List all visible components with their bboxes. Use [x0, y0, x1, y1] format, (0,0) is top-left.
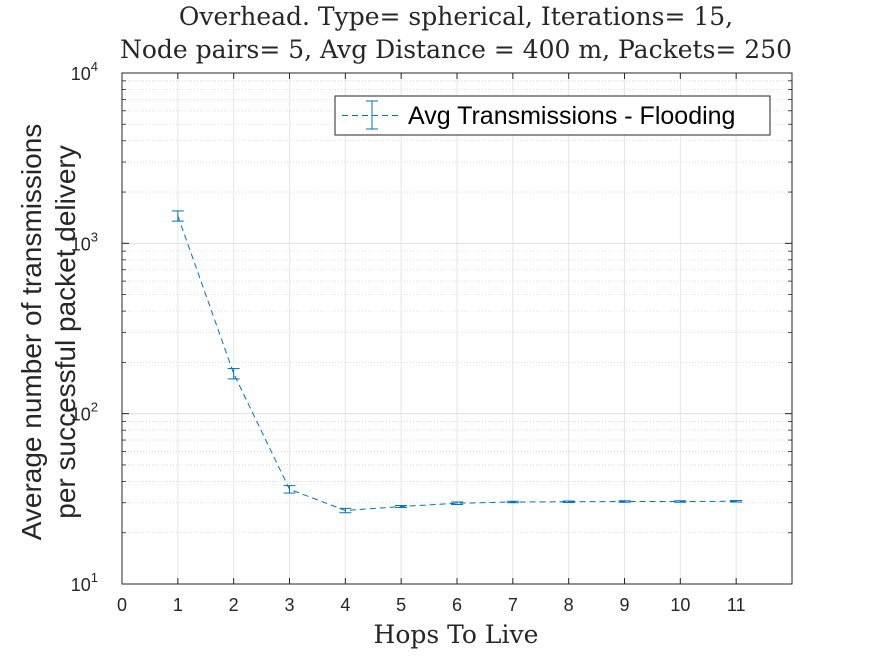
- grid: [122, 73, 792, 584]
- x-tick-label: 11: [727, 595, 746, 615]
- series-layer: [171, 210, 743, 514]
- y-tick-label: 102: [71, 400, 98, 425]
- legend: Avg Transmissions - Flooding: [334, 95, 771, 136]
- x-tick-label: 7: [508, 595, 518, 615]
- chart-title-line-2: Node pairs= 5, Avg Distance = 400 m, Pac…: [120, 35, 792, 64]
- x-tick-label: 2: [229, 595, 239, 615]
- series-line: [177, 215, 737, 512]
- y-tick-label-exponent: 2: [91, 400, 98, 415]
- x-axis-label: Hops To Live: [374, 620, 539, 649]
- y-tick-label-base: 10: [71, 64, 91, 84]
- x-tick-label: 5: [396, 595, 406, 615]
- y-tick-label: 104: [71, 59, 98, 84]
- y-tick-label-exponent: 4: [91, 59, 98, 74]
- legend-box: [334, 95, 771, 136]
- chart-title-line-1: Overhead. Type= spherical, Iterations= 1…: [179, 2, 733, 31]
- y-tick-label-base: 10: [71, 405, 91, 425]
- y-axis-label-line-1: Average number of transmissions: [16, 124, 47, 541]
- x-tick-label: 10: [670, 595, 690, 615]
- y-tick-label-base: 10: [71, 234, 91, 254]
- x-tick-label: 4: [340, 595, 350, 615]
- x-tick-label: 9: [619, 595, 629, 615]
- legend-entry-label: Avg Transmissions - Flooding: [408, 102, 735, 130]
- y-tick-label: 101: [71, 570, 98, 595]
- y-tick-label-base: 10: [71, 575, 91, 595]
- y-tick-label: 103: [71, 229, 98, 254]
- x-tick-label: 1: [173, 595, 183, 615]
- y-tick-label-exponent: 1: [91, 570, 98, 585]
- x-tick-label: 8: [564, 595, 574, 615]
- x-tick-label: 3: [284, 595, 294, 615]
- x-tick-label: 6: [452, 595, 462, 615]
- y-tick-label-exponent: 3: [91, 229, 98, 244]
- x-tick-label: 0: [117, 595, 127, 615]
- y-axis-label-line-2: per successful packet delivery: [50, 145, 81, 519]
